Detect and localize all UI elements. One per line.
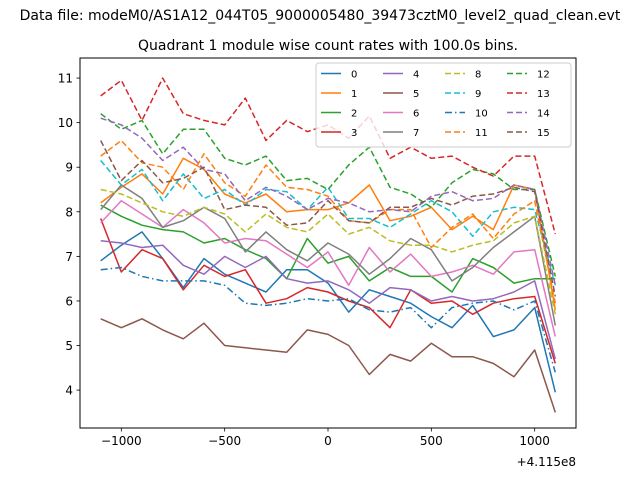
legend-label-2: 2 (351, 109, 357, 120)
legend-label-1: 1 (351, 89, 357, 100)
x-tick-label: −1000 (101, 434, 142, 448)
series-line-6 (100, 199, 557, 337)
legend-label-15: 15 (537, 128, 550, 139)
series-line-14 (100, 117, 557, 286)
series-line-1 (100, 157, 557, 311)
series-line-7 (100, 184, 557, 326)
y-tick-label: 5 (65, 339, 73, 353)
chart-title: Quadrant 1 module wise count rates with … (138, 38, 518, 54)
series-line-15 (100, 140, 557, 297)
y-tick-label: 10 (58, 116, 73, 130)
series-line-12 (100, 113, 557, 277)
x-tick-label: 500 (420, 434, 443, 448)
legend-label-14: 14 (537, 109, 550, 120)
x-tick-label: 1000 (519, 434, 550, 448)
legend-frame (315, 62, 572, 148)
legend-label-6: 6 (413, 109, 419, 120)
legend-label-5: 5 (413, 89, 419, 100)
legend-label-10: 10 (475, 109, 488, 120)
series-line-11 (100, 139, 557, 304)
plot-frame (79, 57, 577, 429)
x-axis-offset-label: +4.115e8 (517, 455, 576, 469)
legend-label-13: 13 (537, 89, 550, 100)
series-line-9 (100, 160, 557, 286)
series-line-8 (100, 188, 557, 315)
series-line-3 (100, 218, 557, 364)
y-tick-label: 11 (58, 72, 73, 86)
y-tick-label: 4 (65, 384, 73, 398)
y-tick-label: 7 (65, 250, 73, 264)
series-line-10 (100, 266, 557, 373)
series-line-5 (100, 318, 557, 413)
figure-suptitle: Data file: modeM0/AS1A12_044T05_90000054… (20, 8, 621, 24)
legend-label-9: 9 (475, 89, 481, 100)
series-line-0 (100, 231, 557, 393)
x-tick-label: −500 (208, 434, 241, 448)
series-line-4 (100, 240, 557, 360)
legend-label-3: 3 (351, 128, 357, 139)
legend-label-8: 8 (475, 70, 481, 81)
legend-label-12: 12 (537, 70, 550, 81)
y-tick-label: 8 (65, 205, 73, 219)
x-tick-label: 0 (324, 434, 332, 448)
series-line-13 (100, 77, 557, 235)
legend-label-0: 0 (351, 70, 357, 81)
y-tick-label: 6 (65, 294, 73, 308)
legend-label-7: 7 (413, 128, 419, 139)
legend-label-4: 4 (413, 70, 419, 81)
y-tick-label: 9 (65, 161, 73, 175)
legend-label-11: 11 (475, 128, 488, 139)
series-layer (100, 77, 557, 413)
